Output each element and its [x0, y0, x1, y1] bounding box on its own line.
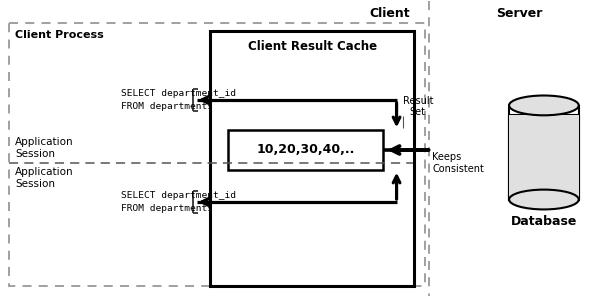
Text: Server: Server: [496, 7, 542, 20]
Text: FROM departments: FROM departments: [121, 102, 213, 111]
Bar: [509, 115, 579, 200]
Text: Client Result Cache: Client Result Cache: [248, 40, 377, 53]
Ellipse shape: [509, 189, 579, 209]
Text: SELECT department_id: SELECT department_id: [121, 191, 236, 200]
Text: Database: Database: [511, 215, 577, 228]
Bar: [509, 115, 579, 200]
Text: Result
Set: Result Set: [402, 96, 433, 117]
Text: Application
Session: Application Session: [15, 167, 74, 189]
Text: Keeps
Consistent: Keeps Consistent: [432, 152, 485, 174]
Bar: [229, 130, 382, 170]
Text: Client: Client: [369, 7, 410, 20]
Text: Client Process: Client Process: [15, 30, 104, 40]
Bar: [9, 23, 426, 286]
Text: SELECT department_id: SELECT department_id: [121, 89, 236, 98]
Text: Application
Session: Application Session: [15, 137, 74, 159]
Bar: [210, 31, 415, 286]
Text: FROM departments: FROM departments: [121, 204, 213, 213]
Ellipse shape: [509, 96, 579, 115]
Text: 10,20,30,40,..: 10,20,30,40,..: [257, 143, 354, 157]
